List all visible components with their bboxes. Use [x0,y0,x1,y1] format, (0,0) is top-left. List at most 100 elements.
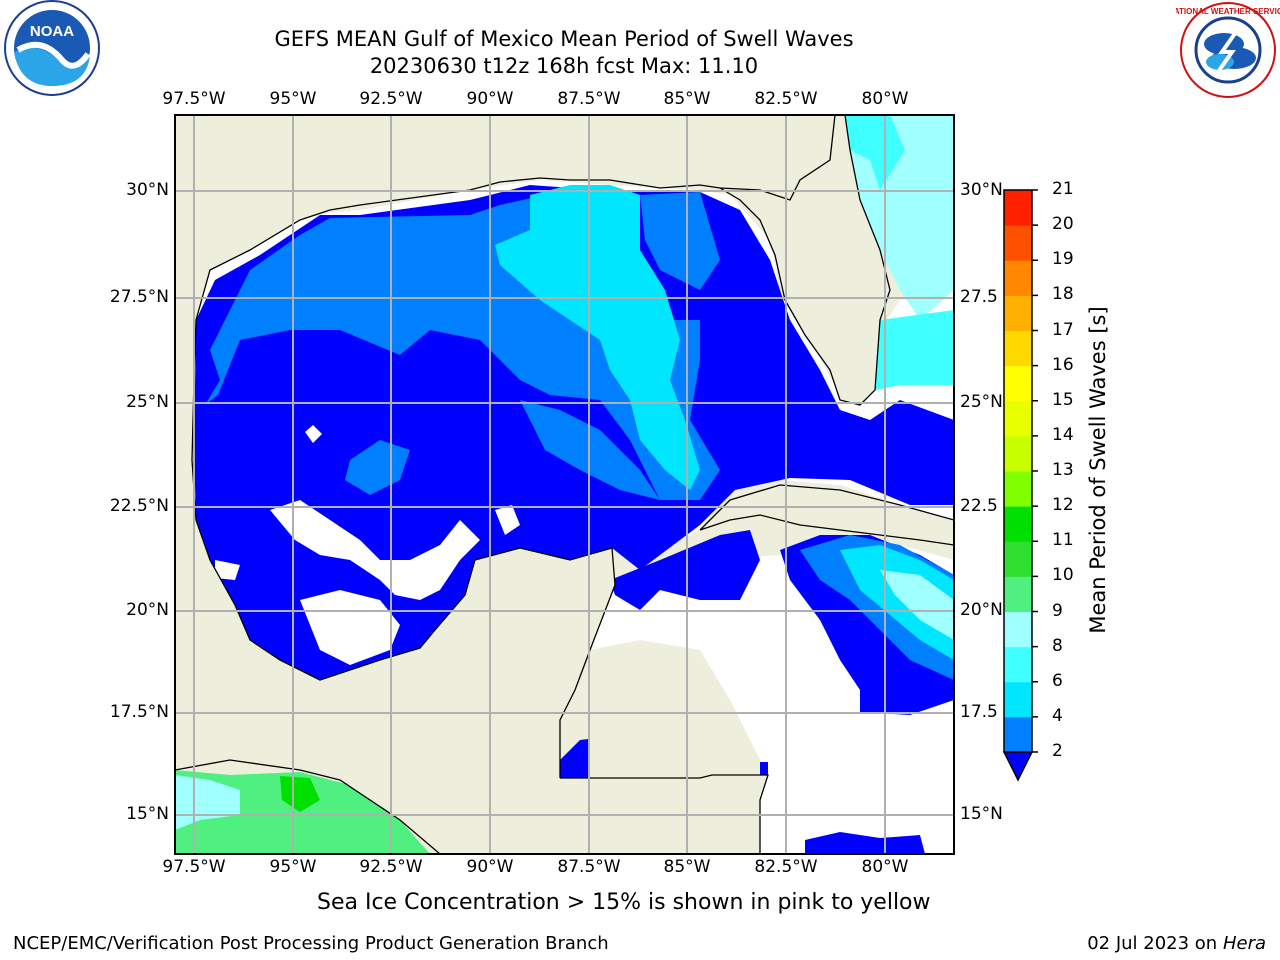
lon-label-bottom: 90°W [466,857,514,877]
colorbar-tick-label: 14 [1052,424,1074,445]
lon-label-bottom: 80°W [861,857,909,877]
colorbar-segment [1004,506,1032,542]
colorbar-tick-label: 10 [1052,565,1074,586]
footer-date: 02 Jul 2023 on Hera [1087,933,1266,954]
pacific-bright-green [280,776,320,812]
lat-label-left: 22.5°N [109,496,169,516]
colorbar-segment [1004,190,1032,226]
lat-label-right: 30°N [960,180,1003,200]
mexico-land [175,115,615,854]
lat-label-left: 30°N [126,180,169,200]
sea-ice-note: Sea Ice Concentration > 15% is shown in … [317,890,931,915]
colorbar-tick-label: 4 [1052,705,1063,726]
colorbar-tick-label: 13 [1052,460,1074,480]
nws-logo: NATIONAL WEATHER SERVICE [1176,0,1280,100]
gulf-cyan [495,185,700,490]
lat-label-right: 15°N [960,804,1003,824]
nicaragua-blue [805,832,925,854]
colorbar-label: Mean Period of Swell Waves [s] [1086,306,1110,634]
colorbar-segment [1004,435,1032,472]
gulf-white-hole-5 [495,505,520,535]
colorbar-extend-triangle [1002,751,1034,782]
colorbar-segment [1004,330,1032,367]
coastlines [175,115,954,854]
lat-label-left: 20°N [126,600,169,620]
colorbar-segment [1004,541,1032,577]
map-area [175,115,954,854]
lat-label-right: 17.5 [960,702,998,722]
colorbar-tick-label: 16 [1052,354,1074,375]
colorbar-tick-label: 20 [1052,214,1074,235]
caribbean-light-cyan [880,570,954,640]
colorbar-tick-label: 21 [1052,179,1074,199]
lon-label-bottom: 95°W [269,857,317,877]
map-title-line2: 20230630 t12z 168h fcst Max: 11.10 [369,54,759,78]
gulf-white-hole-2 [300,590,400,665]
colorbar-tick-label: 12 [1052,495,1074,516]
graticule [175,115,954,854]
cuba-land [700,485,954,545]
pacific-light-cyan [175,775,240,830]
lon-label-top: 80°W [861,89,909,109]
colorbar-segment [1004,260,1032,296]
footer-branch: NCEP/EMC/Verification Post Processing Pr… [13,933,609,954]
atlantic-cyan [835,115,905,190]
colorbar-segment [1004,576,1032,612]
lon-label-top: 97.5°W [162,89,226,109]
lat-label-left: 15°N [126,804,169,824]
noaa-logo-text: NOAA [30,23,74,40]
lat-label-right: 20°N [960,600,1003,620]
lon-label-top: 95°W [269,89,317,109]
gulf-blue-2-south [345,440,410,495]
gulf-blue-2 [205,195,720,500]
gulf-white-hole-3 [215,560,240,580]
colorbar-tick-label: 11 [1052,530,1074,551]
colorbar-segment [1004,611,1032,648]
colorbar-tick-label: 17 [1052,319,1074,340]
lat-label-right: 22.5 [960,496,998,516]
florida-land [720,115,890,405]
lat-label-right: 27.5 [960,287,998,307]
colorbar-tick-label: 19 [1052,249,1074,270]
gulf-white-hole-1 [270,500,480,600]
colorbar-segment [1004,681,1032,718]
caribbean-cyan [840,545,954,660]
lon-label-top: 85°W [663,89,711,109]
colorbar-segment [1004,646,1032,683]
lat-label-left: 17.5°N [109,702,169,722]
lat-label-left: 27.5°N [109,287,169,307]
colorbar-tick-label: 2 [1052,741,1063,761]
nws-logo-text: NATIONAL WEATHER SERVICE [1176,7,1280,16]
colorbar [1002,189,1038,782]
lon-label-top: 82.5°W [754,89,818,109]
colorbar-segment [1004,471,1032,507]
lon-label-bottom: 85°W [663,857,711,877]
footer-date-text: 02 Jul 2023 on [1087,933,1223,954]
colorbar-tick-label: 6 [1052,670,1063,691]
lon-label-bottom: 97.5°W [162,857,226,877]
lat-label-right: 25°N [960,392,1003,412]
noaa-logo: NOAA [0,0,105,100]
colorbar-tick-label: 8 [1052,635,1063,656]
footer-host: Hera [1222,933,1266,954]
lon-label-top: 87.5°W [557,89,621,109]
gulf-blue-2-east [640,192,720,290]
atlantic-light-cyan [835,115,954,320]
lon-label-bottom: 87.5°W [557,857,621,877]
atlantic-cyan-south [875,310,954,390]
colorbar-tick-label: 18 [1052,284,1074,305]
map-frame [174,114,955,855]
colorbar-segment [1004,400,1032,437]
gulf-white-hole-4 [305,425,322,443]
lon-label-top: 90°W [466,89,514,109]
colorbar-segment [1004,295,1032,331]
colorbar-segment [1004,225,1032,261]
lon-label-bottom: 92.5°W [359,857,423,877]
yucatan-channel-blue [610,530,760,610]
colorbar-segment [1004,716,1032,753]
map-title-line1: GEFS MEAN Gulf of Mexico Mean Period of … [274,27,854,51]
colorbar-segment [1004,365,1032,402]
colorbar-tick-label: 9 [1052,600,1063,621]
lon-label-bottom: 82.5°W [754,857,818,877]
